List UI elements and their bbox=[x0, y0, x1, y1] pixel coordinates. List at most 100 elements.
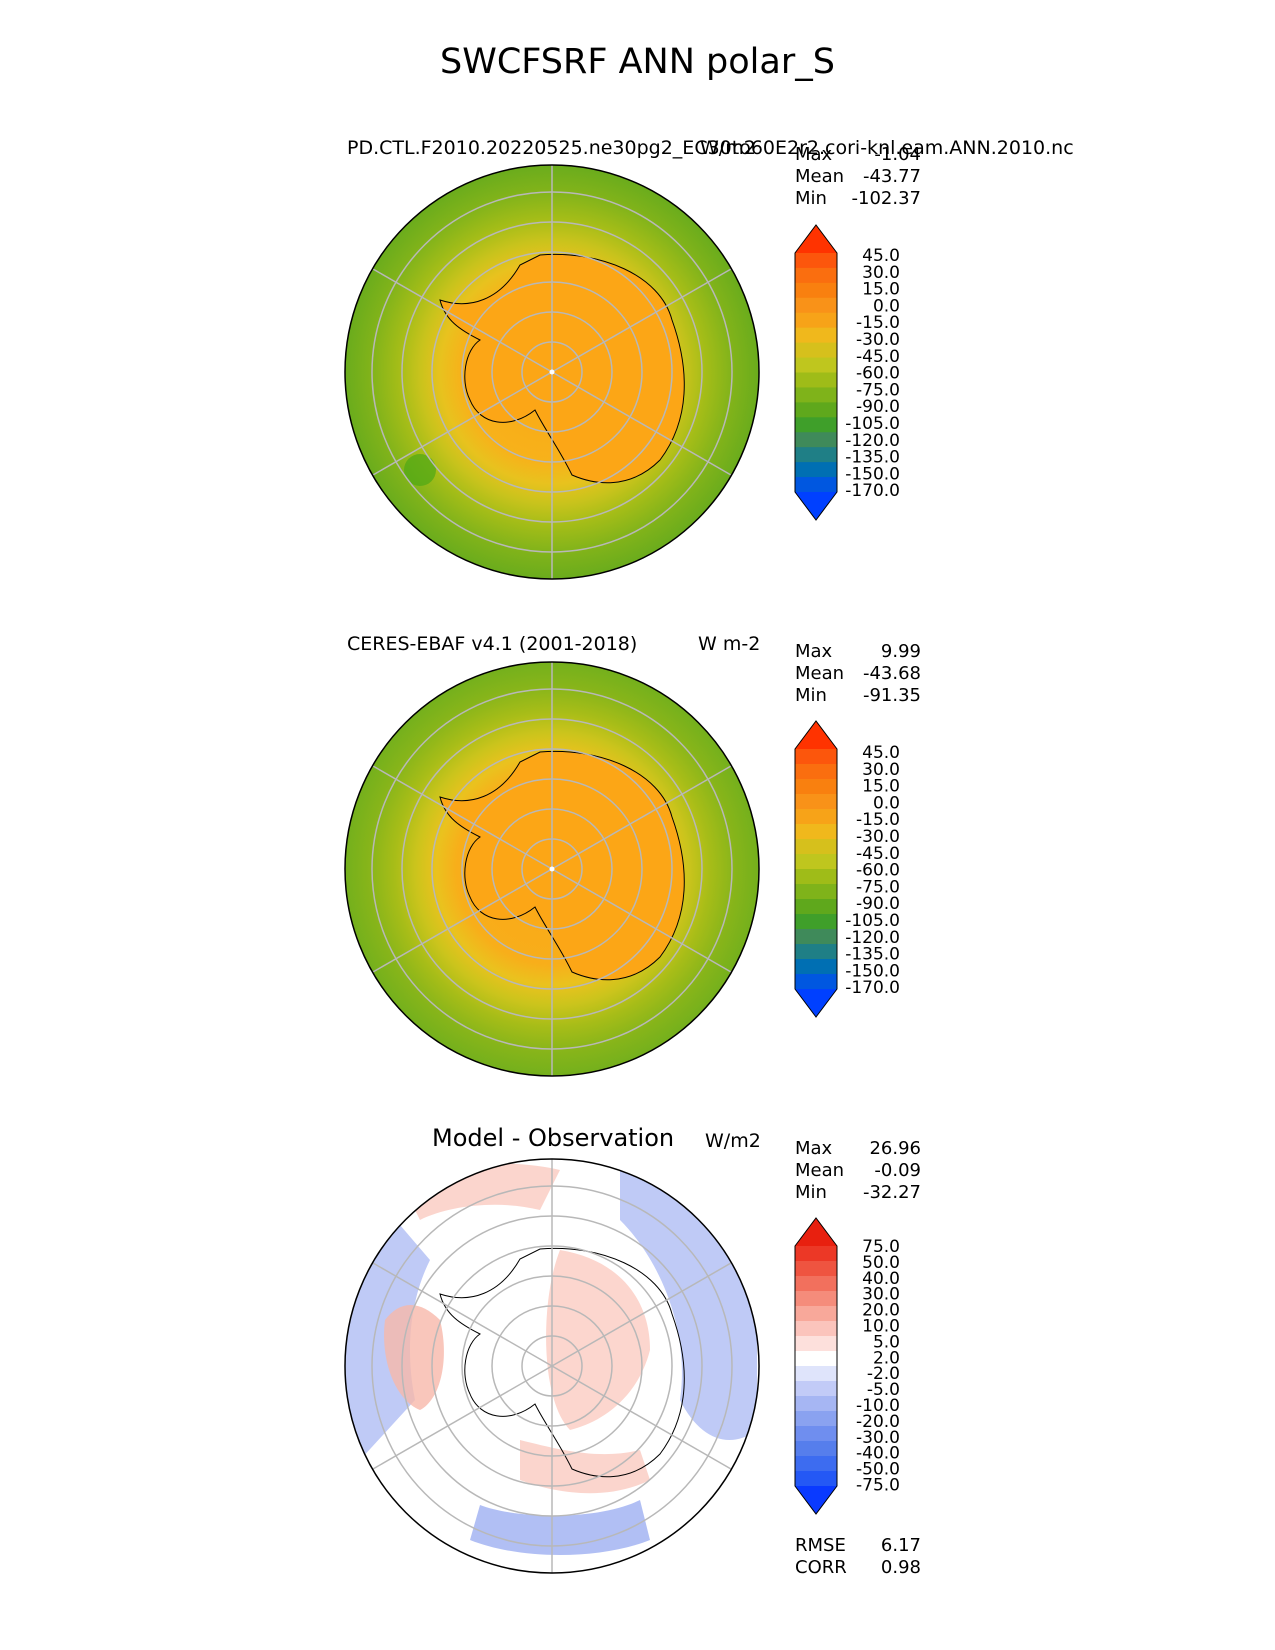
panel2-colorbar-tick-label: -120.0 bbox=[845, 928, 900, 948]
panel1-colorbar-tick-label: 45.0 bbox=[862, 246, 900, 266]
panel2-colorbar-tick-label: -135.0 bbox=[845, 945, 900, 965]
panel3-colorbar-tick-label: -40.0 bbox=[856, 1444, 900, 1464]
panel2-colorbar-tick-label: 0.0 bbox=[873, 793, 900, 813]
panel1-colorbar-segment bbox=[795, 432, 837, 448]
panel1-colorbar-tick-label: -45.0 bbox=[856, 347, 900, 367]
panel3-colorbar-segment bbox=[795, 1291, 837, 1307]
panel1-colorbar-segment bbox=[795, 477, 837, 493]
panel3-min-label: Min bbox=[795, 1182, 827, 1203]
panel3-mean-label: Mean bbox=[795, 1160, 845, 1181]
panel2-max-label: Max bbox=[795, 641, 833, 662]
panel3-stats: Max 26.96 Mean -0.09 Min -32.27 bbox=[795, 1138, 921, 1204]
panel3-colorbar-segment bbox=[795, 1306, 837, 1322]
panel2-colorbar-tick-label: 30.0 bbox=[862, 760, 900, 780]
panel3-colorbar-extend-top bbox=[795, 1218, 837, 1246]
panel1-max-value: -1.04 bbox=[874, 144, 921, 165]
panel3-colorbar-segment bbox=[795, 1366, 837, 1382]
panel3-colorbar-segment bbox=[795, 1456, 837, 1472]
panel2-left-title: CERES-EBAF v4.1 (2001-2018) bbox=[347, 633, 638, 655]
panel3-colorbar-segment bbox=[795, 1396, 837, 1412]
panel1-units: W/m2 bbox=[700, 137, 756, 159]
panel1-mean-value: -43.77 bbox=[862, 166, 921, 187]
panel3-colorbar-tick-label: 40.0 bbox=[862, 1269, 900, 1289]
panel3-colorbar-tick-label: -20.0 bbox=[856, 1412, 900, 1432]
panel1-colorbar-segment bbox=[795, 462, 837, 478]
panel2-colorbar-segment bbox=[795, 899, 837, 915]
panel3-colorbar-segment bbox=[795, 1321, 837, 1337]
panel1-colorbar-tick-label: -170.0 bbox=[845, 481, 900, 501]
panel3-colorbar-tick-label: -10.0 bbox=[856, 1396, 900, 1416]
panel1-colorbar-tick-label: -150.0 bbox=[845, 464, 900, 484]
panel2-min-value: -91.35 bbox=[862, 685, 921, 706]
panel1-colorbar-tick-label: -15.0 bbox=[856, 313, 900, 333]
panel3-mean-value: -0.09 bbox=[874, 1160, 921, 1181]
panel2-colorbar-tick-label: -60.0 bbox=[856, 861, 900, 881]
panel1-colorbar-segment bbox=[795, 357, 837, 373]
panel3-colorbar-segment bbox=[795, 1276, 837, 1292]
panel2-colorbar-tick-label: 15.0 bbox=[862, 777, 900, 797]
panel2-colorbar-segment bbox=[795, 869, 837, 885]
panel2-colorbar-tick-label: 45.0 bbox=[862, 743, 900, 763]
panel2-colorbar-segment bbox=[795, 764, 837, 780]
panel3-colorbar-tick-label: -30.0 bbox=[856, 1428, 900, 1448]
panel2-colorbar-segment bbox=[795, 794, 837, 810]
panel3-title: Model - Observation bbox=[432, 1124, 675, 1152]
panel2-colorbar-segment bbox=[795, 809, 837, 825]
panel2-colorbar-segment bbox=[795, 749, 837, 765]
panel1-colorbar-tick-label: -75.0 bbox=[856, 380, 900, 400]
panel3-colorbar-tick-label: 75.0 bbox=[862, 1237, 900, 1257]
panel1-min-value: -102.37 bbox=[851, 188, 921, 209]
panel1-colorbar-tick-label: -135.0 bbox=[845, 448, 900, 468]
panel1-colorbar-segment bbox=[795, 297, 837, 314]
panel3-colorbar-segment bbox=[795, 1246, 837, 1262]
panel3-min-value: -32.27 bbox=[862, 1182, 921, 1203]
panel1-colorbar-segment bbox=[795, 253, 837, 269]
panel1-colorbar-tick-label: -30.0 bbox=[856, 330, 900, 350]
panel2-mean-value: -43.68 bbox=[862, 663, 921, 684]
panel2-colorbar-tick-label: -170.0 bbox=[845, 978, 900, 998]
panel2-stats: Max 9.99 Mean -43.68 Min -91.35 bbox=[795, 641, 921, 707]
panel1-colorbar-segment bbox=[795, 342, 837, 359]
panel3-colorbar-extend-bottom bbox=[795, 1486, 837, 1514]
figure-title: SWCFSRF ANN polar_S bbox=[440, 42, 835, 82]
panel3-units: W/m2 bbox=[705, 1130, 761, 1152]
panel1-colorbar-segment bbox=[795, 267, 837, 284]
panel1-colorbar-segment bbox=[795, 447, 837, 463]
panel1-colorbar-extend-bottom bbox=[795, 492, 837, 520]
panel3-colorbar-tick-label: 50.0 bbox=[862, 1253, 900, 1273]
panel1-colorbar-segment bbox=[795, 327, 837, 344]
panel1-max-label: Max bbox=[795, 144, 833, 165]
panel1-left-title: PD.CTL.F2010.20220525.ne30pg2_EC30to60E2… bbox=[347, 137, 1074, 159]
panel3-colorbar-tick-label: -50.0 bbox=[856, 1460, 900, 1480]
panel3-colorbar-tick-label: 5.0 bbox=[873, 1332, 900, 1352]
panel2-colorbar-tick-label: -15.0 bbox=[856, 810, 900, 830]
rmse-value: 6.17 bbox=[880, 1535, 921, 1556]
panel1-colorbar-segment bbox=[795, 402, 837, 418]
panel1-colorbar-tick-label: -120.0 bbox=[845, 431, 900, 451]
panel1-colorbar-tick-label: 0.0 bbox=[873, 296, 900, 316]
panel3-max-value: 26.96 bbox=[869, 1138, 921, 1159]
panel2-colorbar-tick-label: -150.0 bbox=[845, 961, 900, 981]
panel3-colorbar-tick-label: 2.0 bbox=[873, 1348, 900, 1368]
panel2-mean-label: Mean bbox=[795, 663, 845, 684]
panel3-colorbar-segment bbox=[795, 1261, 837, 1277]
panel3-colorbar-tick-label: 20.0 bbox=[862, 1301, 900, 1321]
panel3-colorbar-segment bbox=[795, 1441, 837, 1457]
panel2-colorbar-segment bbox=[795, 944, 837, 960]
rmse-label: RMSE bbox=[795, 1535, 846, 1556]
panel3-colorbar-tick-label: -75.0 bbox=[856, 1476, 900, 1496]
panel1-colorbar-segment bbox=[795, 372, 837, 388]
panel3-colorbar-segment bbox=[795, 1381, 837, 1397]
corr-value: 0.98 bbox=[880, 1557, 921, 1578]
panel3-colorbar-outline bbox=[794, 1217, 838, 1515]
panel2-colorbar-segment bbox=[795, 824, 837, 840]
panel1-colorbar-tick-label: 30.0 bbox=[862, 263, 900, 283]
panel2-colorbar-outline bbox=[794, 720, 838, 1018]
panel1-colorbar-tick-label: -90.0 bbox=[856, 397, 900, 417]
panel2-colorbar-tick-label: -90.0 bbox=[856, 894, 900, 914]
